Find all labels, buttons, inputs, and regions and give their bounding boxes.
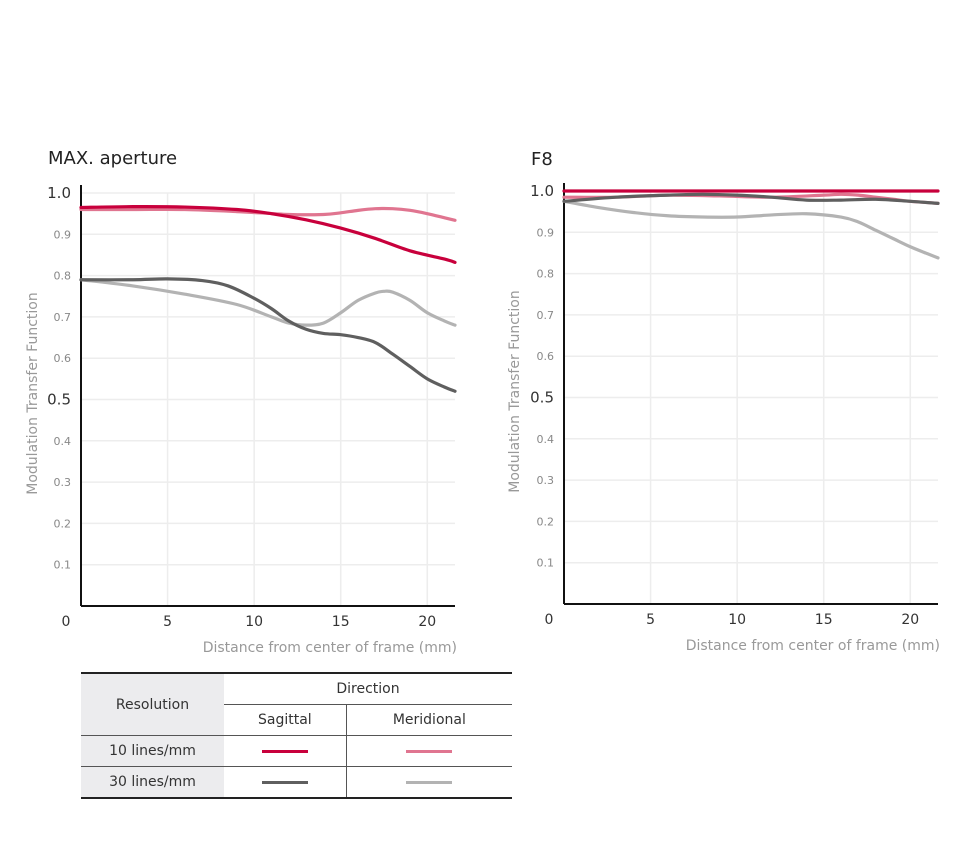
- x-tick-label: 15: [332, 614, 350, 630]
- legend-swatch: [406, 780, 453, 784]
- x-tick-label: 5: [163, 614, 172, 630]
- x-tick-label: 10: [728, 612, 746, 628]
- y-tick-label: 0.1: [54, 559, 72, 572]
- legend-table: Resolution Direction Sagittal Meridional…: [81, 672, 512, 799]
- y-tick-label: 0.8: [537, 268, 555, 281]
- legend-swatch: [261, 780, 308, 784]
- mtf-chart-max-aperture: MAX. aperture 0.1 0.2 0.3 0.4 0.5 0.6 0.7 0.8 0.9…: [25, 148, 457, 656]
- series-line-30-lines-mm-sagittal: [79, 277, 457, 393]
- y-axis-label: Modulation Transfer Function: [507, 290, 523, 492]
- y-tick-label: 0.4: [54, 435, 72, 448]
- y-tick-label: 1.0: [47, 184, 71, 202]
- y-tick-label: 0.7: [54, 311, 72, 324]
- swatch-10-sagittal: [224, 735, 347, 767]
- y-tick-label: 0.3: [537, 474, 555, 487]
- resolution-30-label: 30 lines/mm: [81, 766, 224, 799]
- x-axis-label: Distance from center of frame (mm): [686, 638, 940, 654]
- meridional-header: Meridional: [345, 704, 512, 736]
- series-line-30-lines-mm-meridional: [562, 199, 940, 260]
- y-tick-label: 0.9: [537, 226, 555, 239]
- legend-swatch: [406, 749, 453, 753]
- mtf-chart-f8: F8 0.1 0.2 0.3 0.4 0.5 0.6 0.7 0.8 0.9 1.0 0 5 10 15 20…: [507, 149, 940, 654]
- y-tick-label: 0.4: [537, 433, 555, 446]
- x-tick-label: 0: [62, 614, 71, 630]
- y-tick-label: 0.9: [54, 228, 72, 241]
- series-line-10-lines-mm-meridional: [79, 206, 457, 222]
- sagittal-header: Sagittal: [224, 704, 347, 736]
- y-tick-label: 0.7: [537, 309, 555, 322]
- x-tick-label: 0: [545, 612, 554, 628]
- y-tick-label: 0.1: [537, 557, 555, 570]
- x-axis-label: Distance from center of frame (mm): [203, 640, 457, 656]
- series-line-30-lines-mm-meridional: [79, 278, 457, 327]
- x-tick-label: 20: [418, 614, 436, 630]
- y-tick-label: 1.0: [530, 182, 554, 200]
- y-tick-label: 0.6: [54, 352, 72, 365]
- resolution-header: Resolution: [81, 672, 224, 736]
- x-tick-label: 5: [646, 612, 655, 628]
- legend-swatch: [261, 749, 308, 753]
- resolution-10-label: 10 lines/mm: [81, 735, 224, 767]
- x-tick-label: 15: [815, 612, 833, 628]
- y-tick-label: 0.2: [54, 517, 72, 530]
- y-axis-label: Modulation Transfer Function: [25, 292, 41, 494]
- y-tick-label: 0.2: [537, 515, 555, 528]
- y-tick-label: 0.5: [47, 391, 71, 409]
- y-tick-label: 0.5: [530, 389, 554, 407]
- swatch-10-meridional: [345, 735, 512, 767]
- swatch-30-meridional: [345, 766, 512, 799]
- chart-title: MAX. aperture: [48, 148, 177, 169]
- swatch-30-sagittal: [224, 766, 347, 799]
- chart-title: F8: [531, 149, 553, 170]
- series-line-30-lines-mm-sagittal: [562, 192, 940, 205]
- y-tick-label: 0.6: [537, 350, 555, 363]
- y-tick-label: 0.8: [54, 270, 72, 283]
- y-tick-label: 0.3: [54, 476, 72, 489]
- series-line-10-lines-mm-sagittal: [79, 204, 457, 264]
- x-tick-label: 10: [245, 614, 263, 630]
- direction-header: Direction: [224, 672, 512, 705]
- x-tick-label: 20: [901, 612, 919, 628]
